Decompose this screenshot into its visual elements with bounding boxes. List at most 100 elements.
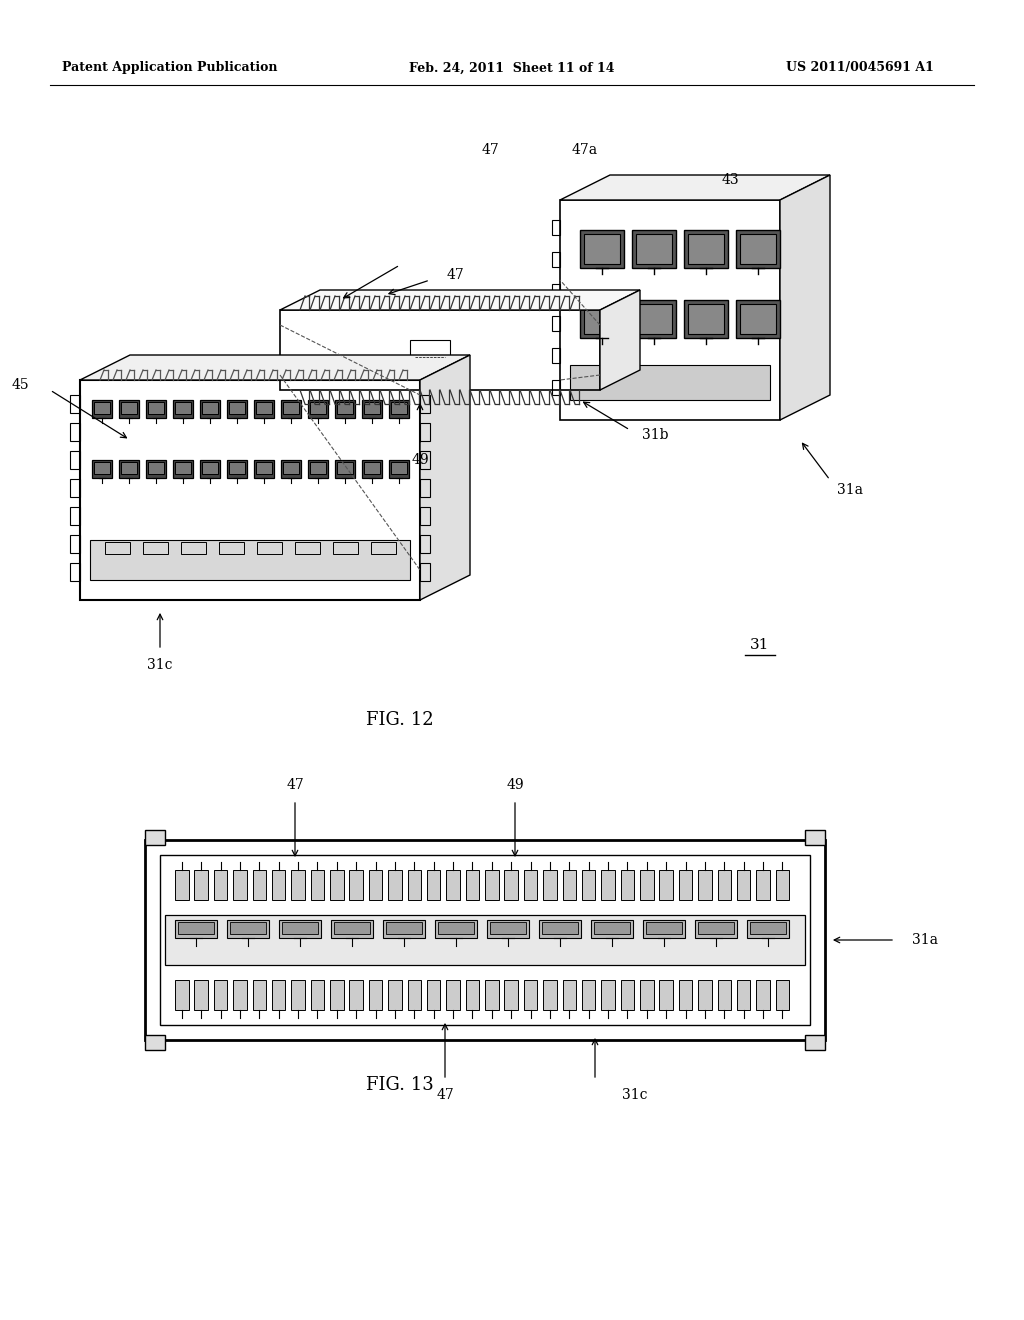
Bar <box>256 403 272 414</box>
Bar <box>543 870 557 900</box>
Bar <box>695 920 737 939</box>
Bar <box>684 230 728 268</box>
Text: Patent Application Publication: Patent Application Publication <box>62 62 278 74</box>
Bar <box>281 459 301 478</box>
Bar <box>308 400 328 418</box>
Bar <box>775 870 790 900</box>
Text: 49: 49 <box>412 453 429 467</box>
Bar <box>310 979 325 1010</box>
Bar <box>364 403 380 414</box>
Bar <box>181 543 206 554</box>
Bar <box>283 403 299 414</box>
Bar <box>70 395 80 413</box>
Bar <box>388 870 401 900</box>
Bar <box>254 459 274 478</box>
Bar <box>746 920 790 939</box>
Bar <box>282 921 318 935</box>
Bar <box>490 921 526 935</box>
Bar <box>636 234 672 264</box>
Bar <box>543 979 557 1010</box>
Bar <box>337 462 353 474</box>
Bar <box>121 403 137 414</box>
Bar <box>369 979 382 1010</box>
Bar <box>200 400 220 418</box>
Bar <box>552 252 560 267</box>
Bar <box>202 403 218 414</box>
Bar <box>330 870 344 900</box>
Bar <box>145 840 825 1040</box>
Bar <box>435 920 477 939</box>
Bar <box>523 870 538 900</box>
Bar <box>775 979 790 1010</box>
Bar <box>487 920 529 939</box>
Polygon shape <box>560 176 830 201</box>
Bar <box>594 921 630 935</box>
Text: 43: 43 <box>721 173 738 187</box>
Bar <box>349 979 362 1010</box>
Bar <box>391 403 407 414</box>
Bar <box>580 300 624 338</box>
Bar <box>552 380 560 395</box>
Bar <box>280 310 600 389</box>
Bar <box>70 479 80 498</box>
Bar <box>539 920 581 939</box>
Bar <box>736 300 780 338</box>
Bar <box>466 870 479 900</box>
Bar <box>584 234 620 264</box>
Bar <box>584 304 620 334</box>
Bar <box>175 403 191 414</box>
Bar <box>253 870 266 900</box>
Bar <box>256 462 272 474</box>
Bar <box>570 366 770 400</box>
Bar <box>80 380 420 601</box>
Bar <box>562 870 577 900</box>
Bar <box>427 979 440 1010</box>
Bar <box>420 395 430 413</box>
Polygon shape <box>420 355 470 601</box>
Bar <box>580 230 624 268</box>
Bar <box>105 543 130 554</box>
Bar <box>562 979 577 1010</box>
Bar <box>173 459 193 478</box>
Bar <box>229 403 245 414</box>
Bar <box>805 830 825 845</box>
Bar <box>175 979 188 1010</box>
Bar <box>659 979 673 1010</box>
Bar <box>684 300 728 338</box>
Text: 47: 47 <box>286 777 304 792</box>
Bar <box>227 459 247 478</box>
Bar <box>389 459 409 478</box>
Bar <box>391 462 407 474</box>
Bar <box>70 564 80 581</box>
Bar <box>310 870 325 900</box>
Bar <box>195 979 208 1010</box>
Bar <box>371 543 396 554</box>
Bar <box>740 304 776 334</box>
Bar <box>148 403 164 414</box>
Bar <box>420 479 430 498</box>
Bar <box>552 315 560 331</box>
Polygon shape <box>80 355 470 380</box>
Bar <box>173 400 193 418</box>
Text: Feb. 24, 2011  Sheet 11 of 14: Feb. 24, 2011 Sheet 11 of 14 <box>410 62 614 74</box>
Bar <box>281 400 301 418</box>
Bar <box>646 921 682 935</box>
Bar <box>369 870 382 900</box>
Bar <box>310 462 326 474</box>
Bar <box>688 304 724 334</box>
Bar <box>119 459 139 478</box>
Bar <box>291 979 305 1010</box>
Bar <box>698 870 712 900</box>
Bar <box>230 921 266 935</box>
Bar <box>283 462 299 474</box>
Text: 31a: 31a <box>912 933 938 946</box>
Bar <box>94 462 110 474</box>
Bar <box>737 979 751 1010</box>
Bar <box>805 1035 825 1049</box>
Bar <box>582 979 595 1010</box>
Bar <box>233 979 247 1010</box>
Bar <box>466 979 479 1010</box>
Bar <box>542 921 578 935</box>
Bar <box>308 459 328 478</box>
Bar <box>254 400 274 418</box>
